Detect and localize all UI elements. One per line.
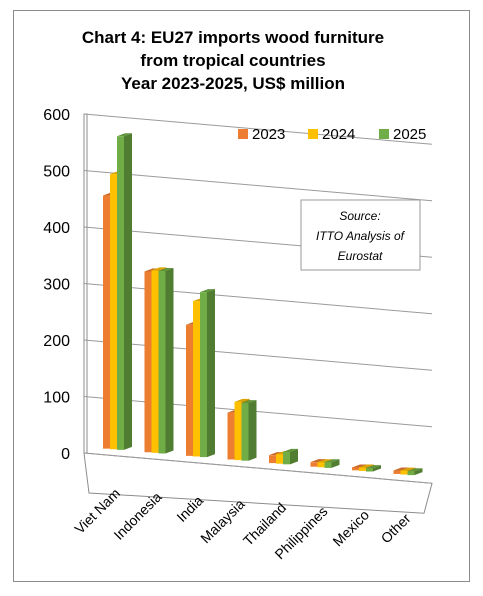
x-tick-label: India: [173, 492, 206, 525]
bar-top: [407, 468, 423, 472]
bar-side: [165, 267, 174, 454]
bar-2024-indonesia: [151, 270, 159, 453]
bar-2025-viet-nam: [117, 136, 124, 450]
bar-2025-malaysia: [241, 403, 249, 461]
title-line-2: from tropical countries: [140, 51, 325, 70]
bar-top: [400, 467, 416, 471]
floor: [83, 452, 433, 514]
bar-top: [393, 467, 409, 471]
bar-top: [317, 459, 333, 463]
chart-frame: [13, 10, 470, 582]
source-line-1: Source:: [339, 209, 380, 223]
bar-2025-indonesia: [158, 270, 166, 454]
bar-side: [373, 465, 381, 472]
bar-top: [324, 459, 340, 463]
bar-side: [207, 289, 215, 458]
bar-2023-india: [186, 324, 193, 456]
bar-top: [283, 448, 298, 452]
gridline: [86, 283, 433, 315]
bar-2023-malaysia: [227, 412, 235, 460]
bar-side: [331, 459, 340, 468]
source-annotation: Source: ITTO Analysis of Eurostat: [300, 199, 421, 271]
gridline: [86, 452, 433, 484]
bar-2024-mexico: [359, 467, 366, 471]
bar-top: [117, 133, 132, 137]
y-axis-ticks: 0 100 200 300 400 500 600: [43, 107, 70, 463]
bar-top: [352, 464, 367, 468]
bar-side: [124, 133, 132, 450]
chart-title: Chart 4: EU27 imports wood furniture fro…: [82, 28, 384, 93]
bar-2025-mexico: [366, 468, 373, 472]
bar-2025-india: [200, 292, 207, 458]
bar-2024-thailand: [276, 454, 283, 464]
y-tick-label: 200: [43, 333, 70, 350]
bar-group: [103, 133, 423, 476]
bar-top: [310, 459, 326, 463]
bar-top: [359, 464, 374, 468]
source-box-border: [300, 199, 421, 271]
y-tick-label: 600: [43, 107, 70, 124]
bar-top: [241, 400, 257, 404]
title-line-3: Year 2023-2025, US$ million: [121, 74, 345, 93]
bar-2025-thailand: [283, 451, 290, 465]
bar-side: [248, 400, 257, 461]
source-line-2: ITTO Analysis of: [316, 229, 406, 243]
legend-swatch-2024: [308, 129, 318, 139]
bar-2023-indonesia: [144, 271, 152, 453]
x-tick-label: Other: [378, 510, 414, 546]
bar-2025-philippines: [324, 462, 332, 468]
bar-top: [200, 289, 215, 293]
bar-2023-mexico: [352, 467, 359, 471]
bar-2023-viet-nam: [103, 195, 110, 449]
bar-top: [234, 398, 250, 402]
bar-side: [290, 448, 298, 465]
bar-2023-philippines: [310, 462, 318, 467]
y-tick-label: 500: [43, 164, 70, 181]
gridline: [86, 339, 433, 371]
gridline: [86, 113, 433, 145]
gridlines: [83, 113, 433, 484]
bar-top: [158, 267, 174, 271]
bar-side: [414, 468, 423, 476]
bar-2023-other: [393, 470, 401, 474]
chart-walls: [83, 113, 433, 514]
gridline: [86, 170, 433, 202]
bar-2024-malaysia: [234, 401, 242, 461]
source-line-3: Eurostat: [338, 249, 383, 263]
legend-label-2025: 2025: [393, 126, 426, 143]
legend: 2023 2024 2025: [238, 126, 426, 143]
bar-top: [366, 465, 381, 469]
bar-2024-viet-nam: [110, 174, 117, 450]
title-line-1: Chart 4: EU27 imports wood furniture: [82, 28, 384, 47]
bar-2024-other: [400, 470, 408, 475]
y-tick-label: 300: [43, 277, 70, 294]
bar-2023-thailand: [269, 455, 276, 464]
bar-2024-philippines: [317, 462, 325, 468]
legend-label-2023: 2023: [252, 126, 285, 143]
gridline: [86, 396, 433, 428]
legend-swatch-2025: [379, 129, 389, 139]
y-tick-label: 400: [43, 220, 70, 237]
x-tick-label: Mexico: [329, 507, 372, 550]
legend-label-2024: 2024: [322, 126, 355, 143]
bar-2024-india: [193, 301, 200, 457]
legend-swatch-2023: [238, 129, 248, 139]
bar-2025-other: [407, 471, 415, 476]
y-tick-label: 100: [43, 390, 70, 407]
bar-top: [151, 267, 167, 271]
y-tick-label: 0: [61, 446, 70, 463]
